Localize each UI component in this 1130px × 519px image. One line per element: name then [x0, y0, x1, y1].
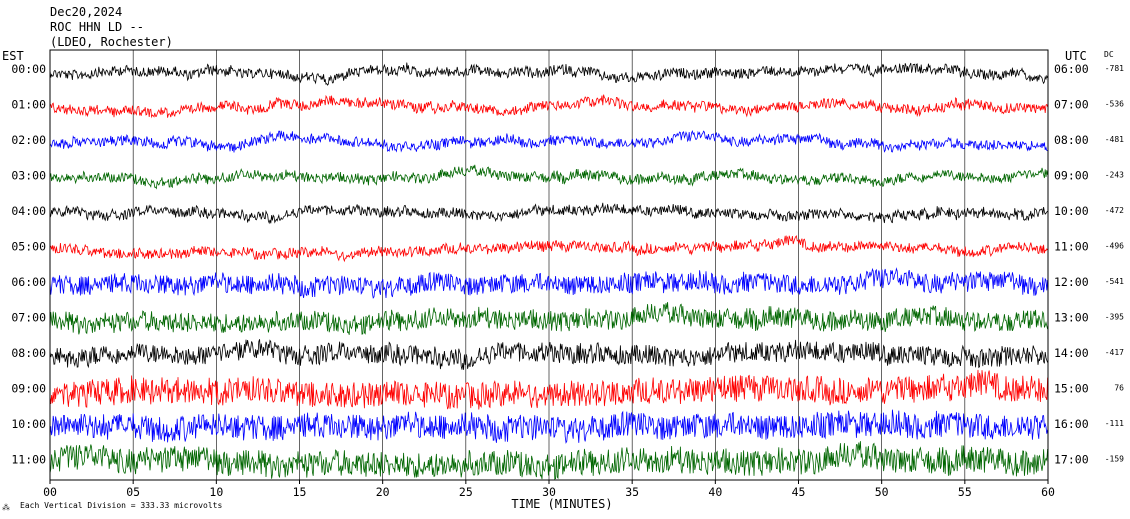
dc-value-00:00: -781	[1105, 64, 1124, 73]
header-date: Dec20,2024	[50, 5, 122, 19]
time-gridlines	[132, 50, 966, 480]
utc-label-10:00: 10:00	[1054, 204, 1089, 218]
utc-label-06:00: 06:00	[1054, 62, 1089, 76]
est-label-02:00: 02:00	[11, 133, 46, 147]
x-axis-ticks: 00 05 10 15 20 25 30 35 40 45 50 55 60	[43, 480, 1055, 499]
trace-line-02:00	[49, 129, 1048, 153]
dc-column-label: DC	[1104, 50, 1114, 59]
x-tick-label-05: 05	[126, 485, 140, 499]
right-timezone-label: UTC	[1065, 49, 1087, 63]
est-label-05:00: 05:00	[11, 240, 46, 254]
est-label-03:00: 03:00	[11, 169, 46, 183]
utc-label-17:00: 17:00	[1054, 453, 1089, 467]
utc-label-07:00: 07:00	[1054, 98, 1089, 112]
x-tick-label-45: 45	[792, 485, 806, 499]
trace-line-09:00	[49, 369, 1048, 410]
x-tick-label-00: 00	[43, 485, 57, 499]
x-tick-label-20: 20	[376, 485, 390, 499]
dc-value-01:00: -536	[1105, 100, 1124, 109]
dc-value-08:00: -417	[1105, 348, 1124, 357]
est-label-09:00: 09:00	[11, 382, 46, 396]
utc-label-16:00: 16:00	[1054, 417, 1089, 431]
utc-label-09:00: 09:00	[1054, 169, 1089, 183]
left-timezone-label: EST	[2, 49, 24, 63]
est-label-07:00: 07:00	[11, 311, 46, 325]
dc-value-03:00: -243	[1105, 171, 1124, 180]
trace-line-08:00	[49, 339, 1048, 370]
utc-label-08:00: 08:00	[1054, 133, 1089, 147]
header-network: (LDEO, Rochester)	[50, 35, 173, 49]
trace-line-06:00	[49, 267, 1048, 299]
dc-value-10:00: -111	[1105, 419, 1124, 428]
x-tick-label-35: 35	[625, 485, 639, 499]
x-tick-label-50: 50	[875, 485, 889, 499]
trace-line-01:00	[49, 94, 1048, 119]
trace-line-00:00	[49, 62, 1048, 86]
trace-line-10:00	[49, 409, 1048, 444]
est-label-01:00: 01:00	[11, 98, 46, 112]
x-tick-label-55: 55	[958, 485, 972, 499]
header-station: ROC HHN LD --	[50, 20, 144, 34]
est-label-06:00: 06:00	[11, 275, 46, 289]
est-label-08:00: 08:00	[11, 346, 46, 360]
x-tick-label-60: 60	[1041, 485, 1055, 499]
dc-value-06:00: -541	[1105, 277, 1124, 286]
dc-value-11:00: -159	[1105, 455, 1124, 464]
dc-value-07:00: -395	[1105, 313, 1124, 322]
trace-line-07:00	[49, 302, 1048, 335]
x-tick-label-15: 15	[293, 485, 307, 499]
est-label-00:00: 00:00	[11, 62, 46, 76]
utc-label-13:00: 13:00	[1054, 311, 1089, 325]
dc-offset-labels: -781 -536 -481 -243 -472 -496 -541 -395 -417 76 -1…	[1105, 64, 1124, 464]
mark-glyph: ⁂	[2, 503, 10, 512]
utc-label-12:00: 12:00	[1054, 275, 1089, 289]
trace-line-04:00	[49, 202, 1048, 225]
dc-value-05:00: -496	[1105, 242, 1124, 251]
trace-line-03:00	[49, 164, 1048, 190]
dc-value-09:00: 76	[1114, 384, 1124, 393]
dc-value-02:00: -481	[1105, 135, 1124, 144]
dc-value-04:00: -472	[1105, 206, 1124, 215]
vertical-division-note: Each Vertical Division = 333.33 microvol…	[20, 501, 222, 510]
x-tick-label-30: 30	[542, 485, 556, 499]
x-tick-label-10: 10	[209, 485, 223, 499]
est-label-11:00: 11:00	[11, 453, 46, 467]
utc-label-14:00: 14:00	[1054, 346, 1089, 360]
x-tick-label-40: 40	[708, 485, 722, 499]
est-label-10:00: 10:00	[11, 417, 46, 431]
utc-hour-labels: 06:00 07:00 08:00 09:00 10:00 11:00 12:00 13:00…	[1054, 62, 1089, 467]
est-label-04:00: 04:00	[11, 204, 46, 218]
utc-label-15:00: 15:00	[1054, 382, 1089, 396]
trace-line-05:00	[49, 235, 1048, 263]
trace-line-11:00	[49, 441, 1048, 480]
trace-group	[49, 62, 1048, 480]
utc-label-11:00: 11:00	[1054, 240, 1089, 254]
est-hour-labels: 00:00 01:00 02:00 03:00 04:00 05:00 06:00 07:00…	[11, 62, 46, 467]
x-axis-label: TIME (MINUTES)	[511, 497, 612, 511]
x-tick-label-25: 25	[459, 485, 473, 499]
